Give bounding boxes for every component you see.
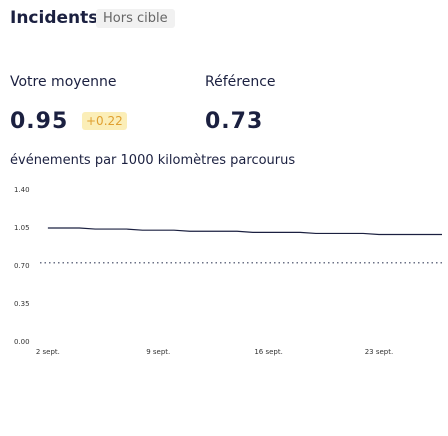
y-tick-label: 0.00: [14, 338, 30, 346]
y-tick-label: 1.40: [14, 186, 30, 194]
average-label: Votre moyenne: [10, 74, 117, 90]
delta-badge: +0.22: [82, 112, 127, 130]
title: Incidents: [10, 8, 99, 28]
y-tick-label: 0.70: [14, 262, 30, 270]
x-tick-label: 23 sept.: [365, 348, 394, 356]
unit: événements par 1000 kilomètres parcourus: [10, 153, 296, 168]
reference-value: 0.73: [205, 109, 264, 134]
series-line: [47, 227, 442, 236]
x-tick-label: 16 sept.: [254, 348, 283, 356]
x-tick-label: 2 sept.: [36, 348, 60, 356]
average-value: 0.95: [10, 109, 69, 134]
y-tick-label: 0.35: [14, 300, 30, 308]
y-tick-label: 1.05: [14, 224, 30, 232]
reference-label: Référence: [205, 74, 276, 90]
status-badge: Hors cible: [96, 9, 175, 28]
x-tick-label: 9 sept.: [146, 348, 170, 356]
